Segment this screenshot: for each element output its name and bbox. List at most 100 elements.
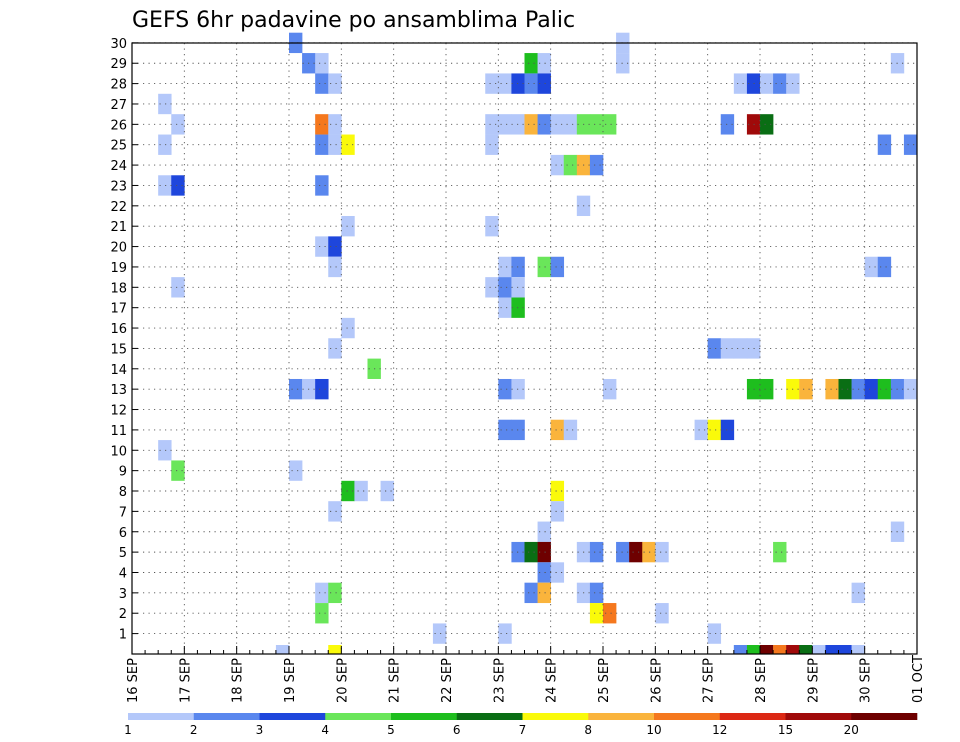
x-tick-label: 28 SEP (754, 658, 769, 703)
y-tick-label: 2 (119, 607, 127, 622)
colorbar-segment (259, 713, 326, 720)
colorbar-segment (193, 713, 260, 720)
heatmap-cell (171, 114, 185, 135)
y-tick-label: 17 (110, 302, 127, 317)
heatmap-cell (603, 114, 617, 135)
heatmap-cell (589, 582, 604, 604)
heatmap-cell (328, 501, 342, 522)
heatmap-cell (733, 73, 748, 94)
heatmap-cell (498, 256, 512, 278)
heatmap-cell (550, 154, 565, 176)
heatmap-cell (563, 114, 578, 135)
colorbar-segment (391, 713, 458, 720)
colorbar-label: 2 (190, 723, 198, 737)
colorbar-label: 7 (519, 723, 527, 737)
x-tick-label: 19 SEP (283, 658, 298, 703)
colorbar-segment (851, 713, 918, 720)
heatmap-cell (328, 134, 342, 155)
x-tick-label: 27 SEP (702, 658, 717, 703)
y-axis: 1234567891011121314151617181920212223242… (110, 37, 138, 643)
heatmap-cell (524, 114, 538, 135)
x-tick-label: 17 SEP (178, 658, 193, 703)
heatmap-cell (786, 645, 800, 654)
heatmap-cell (760, 114, 774, 135)
colorbar-segment (654, 713, 721, 720)
y-tick-label: 14 (110, 363, 127, 378)
heatmap-cell (341, 216, 355, 237)
heatmap-cell (629, 541, 643, 563)
heatmap-cell (733, 338, 748, 359)
heatmap-cell (171, 460, 185, 481)
y-tick-label: 8 (119, 485, 127, 500)
heatmap-cell (550, 114, 565, 135)
heatmap-cell (851, 645, 865, 654)
x-tick-label: 18 SEP (231, 658, 246, 703)
heatmap-cell (864, 256, 879, 278)
heatmap-cell (877, 256, 892, 278)
y-tick-label: 30 (110, 37, 127, 52)
heatmap-cell (328, 73, 342, 94)
x-tick-label: 16 SEP (126, 658, 141, 703)
heatmap-cell (524, 582, 538, 604)
heatmap-cell (354, 480, 368, 502)
colorbar-segment (325, 713, 392, 720)
colorbar-segment (128, 713, 195, 720)
y-tick-label: 27 (110, 98, 127, 113)
heatmap-cell (289, 378, 303, 400)
y-tick-label: 5 (119, 546, 127, 561)
y-tick-label: 19 (110, 261, 127, 276)
heatmap-cell (524, 541, 538, 563)
heatmap-cell (864, 378, 879, 400)
colorbar-legend: 1 2 3 4 5 6 7 8 10 12 15 20 (124, 713, 918, 737)
heatmap-cell (707, 623, 722, 644)
heatmap-cell (524, 53, 538, 74)
y-tick-label: 3 (119, 587, 127, 602)
heatmap-cell (707, 338, 722, 359)
colorbar-segment (456, 713, 523, 720)
heatmap-cell (537, 73, 551, 94)
heatmap-cell (498, 277, 512, 298)
heatmap-cell (642, 541, 656, 563)
heatmap-cell (537, 256, 551, 278)
heatmap-cell (315, 378, 329, 400)
heatmap-cell (158, 134, 172, 155)
heatmap-cell (773, 73, 787, 94)
heatmap-cell (760, 73, 774, 94)
colorbar-label: 5 (387, 723, 395, 737)
y-tick-label: 1 (119, 628, 127, 643)
colorbar-label: 1 (124, 723, 132, 737)
heatmap-cell (655, 541, 669, 563)
heatmap-cell (158, 175, 172, 196)
y-tick-label: 4 (119, 566, 127, 581)
x-tick-label: 30 SEP (859, 658, 874, 703)
heatmap-cell (537, 562, 551, 583)
colorbar-label: 10 (646, 723, 661, 737)
heatmap-cell (603, 603, 617, 624)
x-tick-label: 23 SEP (492, 658, 507, 703)
y-tick-label: 29 (110, 57, 127, 72)
heatmap-cell (694, 419, 708, 441)
heatmap-cell (328, 582, 342, 604)
y-tick-label: 21 (110, 220, 127, 235)
colorbar-label: 6 (453, 723, 461, 737)
y-tick-label: 18 (110, 281, 127, 296)
heatmap-cell (341, 480, 355, 502)
y-tick-label: 9 (119, 465, 127, 480)
y-tick-label: 7 (119, 505, 127, 520)
heatmap-cell (838, 378, 852, 400)
chart-title: GEFS 6hr padavine po ansamblima Palic (132, 8, 575, 33)
x-tick-label: 01 OCT (911, 655, 926, 703)
colorbar-segment (588, 713, 655, 720)
heatmap-cell (158, 93, 172, 115)
y-tick-label: 10 (110, 444, 127, 459)
heatmap-cell (171, 277, 185, 298)
colorbar-label: 3 (256, 723, 264, 737)
heatmap-cell (550, 501, 565, 522)
colorbar-label: 4 (321, 723, 329, 737)
x-tick-label: 29 SEP (806, 658, 821, 703)
y-tick-label: 25 (110, 139, 127, 154)
heatmap-cell (498, 419, 512, 441)
y-tick-label: 28 (110, 78, 127, 93)
heatmap-cell (799, 378, 813, 400)
plot-frame (131, 42, 918, 655)
